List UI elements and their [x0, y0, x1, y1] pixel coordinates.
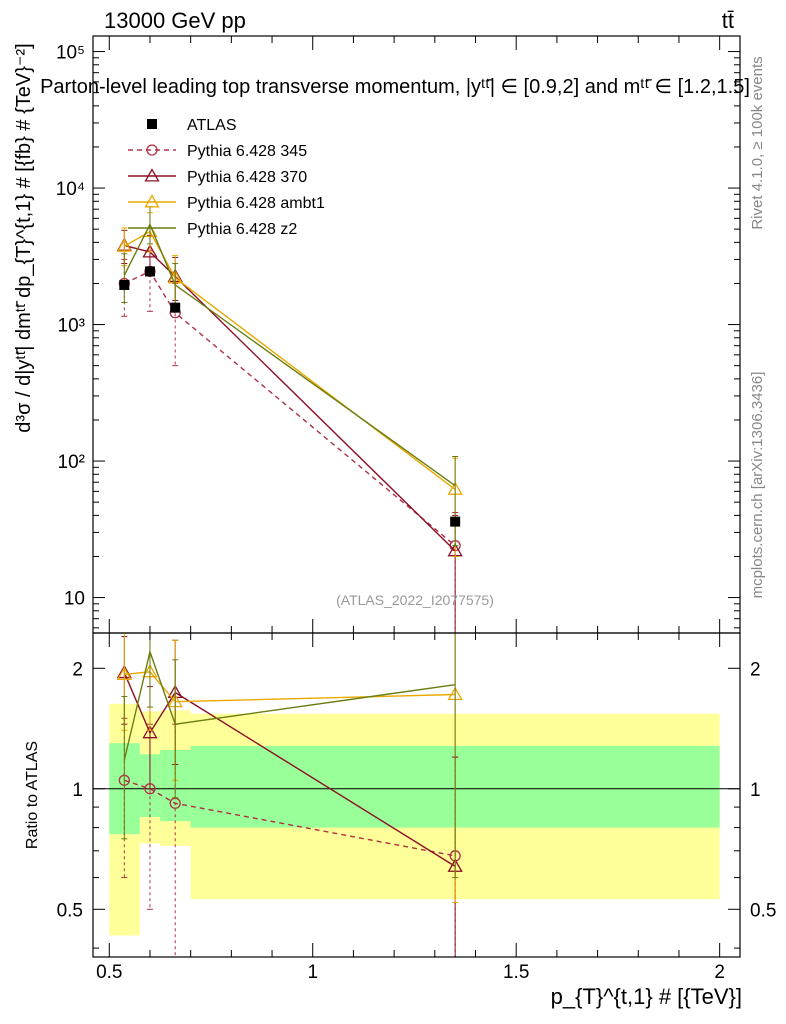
main-y-tick-label: 10⁴ — [56, 179, 85, 200]
ratio-y-tick-label-left: 1 — [72, 780, 83, 801]
ratio-y-tick-label-left: 0.5 — [57, 900, 83, 921]
header-right: tt̄ — [722, 8, 734, 33]
x-tick-label: 1.5 — [503, 962, 529, 983]
mcplots-label: mcplots.cern.ch [arXiv:1306.3436] — [749, 372, 766, 599]
ratio-y-tick-label-right: 1 — [750, 780, 761, 801]
ratio-y-tick-label-right: 2 — [750, 659, 761, 680]
main-series-2-marker — [116, 238, 132, 252]
legend-label: Pythia 6.428 370 — [187, 169, 307, 186]
legend-marker — [144, 168, 160, 182]
legend-marker-atlas — [147, 119, 157, 129]
ratio-series-3-line — [123, 649, 456, 761]
rivet-label: Rivet 4.1.0, ≥ 100k events — [749, 56, 766, 229]
ratio-y-axis-title: Ratio to ATLAS — [24, 741, 41, 849]
main-y-axis-title: d³σ / d|yᵗᵗ̄| dmᵗᵗ̄ dp_{T}^{t,1} # [{fb}… — [13, 43, 35, 432]
ratio-series-1-marker — [142, 724, 158, 739]
main-series-1-line — [124, 244, 456, 552]
legend-label: Pythia 6.428 z2 — [187, 221, 297, 238]
legend-label: Pythia 6.428 345 — [187, 143, 307, 160]
x-axis-title: p_{T}^{t,1} # [{TeV}] — [551, 984, 742, 1009]
legend-marker — [146, 144, 158, 156]
ratio-series-0-line — [124, 779, 456, 857]
legend-label: Pythia 6.428 ambt1 — [187, 195, 325, 212]
main-y-tick-label: 10 — [64, 589, 85, 610]
analysis-watermark: (ATLAS_2022_I2077575) — [336, 592, 494, 608]
main-series-1-marker — [142, 244, 158, 258]
main-series-3-line — [123, 222, 456, 487]
legend-label: ATLAS — [187, 117, 237, 134]
main-y-tick-label: 10³ — [58, 316, 85, 337]
ratio-series-1-line — [123, 672, 456, 867]
ratio-y-tick-label-left: 2 — [72, 659, 83, 680]
main-y-tick-label: 10² — [58, 452, 85, 473]
atlas-data-point — [170, 302, 181, 313]
ratio-frame — [92, 632, 741, 958]
atlas-data-point — [144, 266, 155, 277]
ratio-series-2-marker — [116, 666, 132, 681]
ratio-panel: 0.5 0.5 1 1 2 2 0.5 1 1.5 2 — [57, 632, 776, 983]
main-y-tick-label: 10⁵ — [56, 43, 85, 64]
main-panel: (ATLAS_2022_I2077575) 10 10² 10³ 10⁴ 10⁵ ATLAS… — [56, 35, 741, 634]
header-left: 13000 GeV pp — [104, 8, 246, 33]
atlas-data-point — [450, 516, 461, 527]
x-tick-label: 0.5 — [96, 962, 122, 983]
plot-title: Parton-level leading top transverse mome… — [40, 76, 750, 98]
legend-marker — [144, 194, 160, 208]
atlas-data-point — [119, 279, 130, 290]
legend: ATLAS Pythia 6.428 345 Pythia 6.428 370 Pyt… — [128, 117, 325, 238]
x-tick-label: 2 — [714, 962, 725, 983]
x-tick-label: 1 — [307, 962, 318, 983]
ratio-series-0-marker — [169, 797, 181, 809]
ratio-y-tick-label-right: 0.5 — [750, 900, 776, 921]
